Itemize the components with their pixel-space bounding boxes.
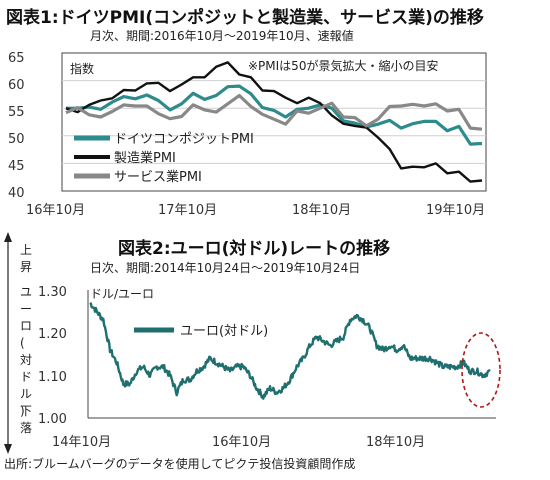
side-label-char: ル <box>20 387 32 401</box>
chart2-xtick: 16年10月 <box>212 435 271 450</box>
chart1-series-line-0 <box>66 84 483 146</box>
chart1-xtick: 19年10月 <box>426 203 485 218</box>
side-label-char: 下 <box>20 404 32 418</box>
side-label-char: 落 <box>20 421 32 435</box>
chart1-series-line-2 <box>65 93 483 131</box>
side-label-euro: ユーロ ( 対ドル) <box>20 285 32 418</box>
chart2-series-group <box>89 301 491 400</box>
chart1-xtick: 16年10月 <box>26 203 85 218</box>
legend-label-euro: ユーロ(対ドル) <box>180 324 268 339</box>
side-label-char: ロ <box>20 319 32 333</box>
chart2-ytick: 1.00 <box>38 412 67 427</box>
chart1-y-ticks: 65 60 55 50 45 40 <box>8 51 25 201</box>
side-label-char: 昇 <box>20 260 32 274</box>
chart1-series-group <box>65 61 483 183</box>
chart2-x-ticks: 14年10月 16年10月 18年10月 <box>52 435 425 450</box>
chart1-x-ticks: 16年10月 17年10月 18年10月 19年10月 <box>26 203 485 218</box>
side-label-up: 上昇 <box>20 243 32 274</box>
chart2-unit-label: ドル/ユーロ <box>90 287 154 301</box>
chart1-xtick: 18年10月 <box>292 203 351 218</box>
chart2-y-ticks: 1.30 1.20 1.10 1.00 <box>38 285 67 427</box>
side-label-char: ユ <box>20 285 32 299</box>
highlight-ellipse <box>461 332 501 408</box>
chart2-xtick: 14年10月 <box>52 435 111 450</box>
side-label-char: 対 <box>20 353 32 367</box>
chart2-direction-indicator: 上昇 ユーロ ( 対ドル) 下落 <box>4 232 32 454</box>
chart1-ytick: 50 <box>8 132 25 147</box>
chart2-ytick: 1.20 <box>38 327 67 342</box>
chart2-subtitle: 日次、期間:2014年10月24日〜2019年10月24日 <box>90 261 360 275</box>
chart1-ytick: 55 <box>8 105 25 120</box>
chart1-note: ※PMIは50が景気拡大・縮小の目安 <box>248 58 438 73</box>
chart1-ytick: 45 <box>8 159 25 174</box>
side-label-char: ( <box>20 336 25 350</box>
legend-label-manufacturing: 製造業PMI <box>114 150 176 166</box>
chart1-ylabel: 指数 <box>70 61 94 76</box>
chart1-plot-frame <box>61 52 487 192</box>
chart2-ytick: 1.30 <box>38 285 67 300</box>
chart1-ytick: 65 <box>8 51 25 66</box>
side-label-char: ー <box>20 302 32 316</box>
chart1-gridlines <box>62 80 486 164</box>
source-note: 出所:ブルームバーグのデータを使用してピクテ投信投資顧問作成 <box>4 456 355 471</box>
chart2-series-line <box>89 301 491 400</box>
arrow-down-icon <box>4 444 12 454</box>
side-label-char: ) <box>20 404 25 418</box>
chart2-title: 図表2:ユーロ(対ドル)レートの推移 <box>118 238 390 259</box>
side-label-char: 上 <box>20 243 32 257</box>
chart2-legend: ユーロ(対ドル) <box>134 324 268 339</box>
chart1-subtitle: 月次、期間:2016年10月〜2019年10月、速報値 <box>90 28 354 43</box>
chart2-xtick: 18年10月 <box>366 435 425 450</box>
legend-label-services: サービス業PMI <box>114 169 202 185</box>
chart1-ytick: 60 <box>8 78 25 93</box>
chart1-legend: ドイツコンポジットPMI 製造業PMI サービス業PMI <box>74 132 254 185</box>
side-label-down: 下落 <box>20 404 32 435</box>
chart1-xtick: 17年10月 <box>158 203 217 218</box>
chart1-title: 図表1:ドイツPMI(コンポジットと製造業、サービス業)の推移 <box>6 7 484 28</box>
side-label-char: ド <box>20 370 32 384</box>
arrow-up-icon <box>4 232 12 242</box>
chart2-ytick: 1.10 <box>38 370 67 385</box>
legend-label-composite: ドイツコンポジットPMI <box>114 132 254 147</box>
chart1-series-line-1 <box>65 61 483 183</box>
chart1-ytick: 40 <box>8 186 25 201</box>
